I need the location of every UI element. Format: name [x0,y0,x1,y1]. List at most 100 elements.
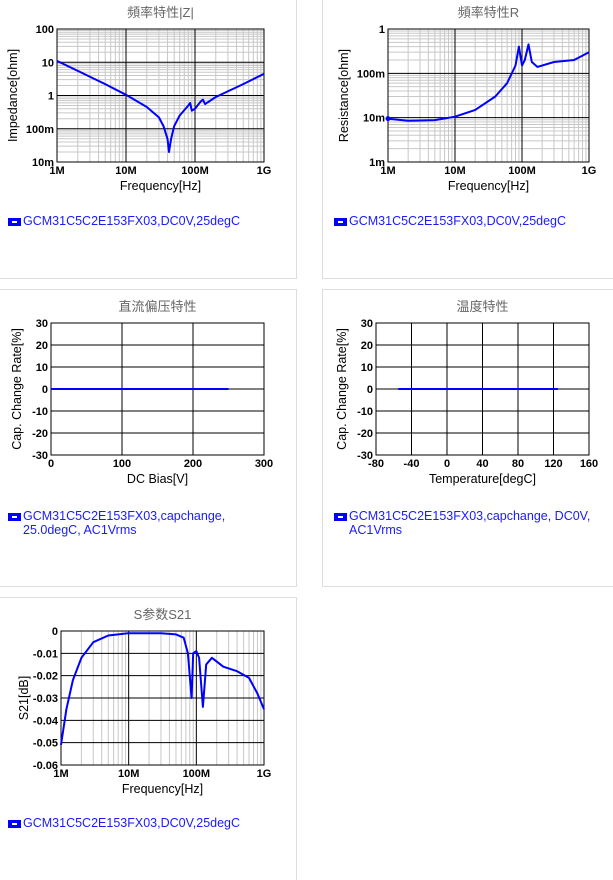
y-tick-label: -20 [32,428,48,440]
y-tick-label: -30 [32,450,48,462]
temperature-panel [322,289,613,587]
x-tick-label: 300 [255,458,273,470]
y-tick-label: -0.03 [33,693,58,705]
plot-frame [56,28,265,163]
legend-label: GCM31C5C2E153FX03,capchange, 25.0degC, A… [23,509,226,537]
legend-resistance[interactable]: GCM31C5C2E153FX03,DC0V,25degC [334,214,609,228]
x-tick-label: 10M [444,165,465,177]
x-tick-label: 0 [48,458,54,470]
y-tick-label: -0.01 [33,648,58,660]
y-axis-label: Cap. Change Rate[%] [10,328,24,450]
x-tick-label: -40 [404,458,420,470]
x-axis-label: Frequency[Hz] [448,179,529,193]
x-tick-label: 200 [184,458,202,470]
y-tick-label: -20 [357,428,373,440]
x-tick-label: -80 [368,458,384,470]
legend-label: GCM31C5C2E153FX03,DC0V,25degC [23,816,241,830]
y-tick-label: -30 [357,450,373,462]
x-tick-label: 40 [476,458,488,470]
plot-frame [387,28,590,163]
y-tick-label: -0.05 [33,738,58,750]
x-tick-label: 1G [582,165,597,177]
y-tick-label: 1 [379,24,385,36]
y-tick-label: -10 [357,406,373,418]
chart-3: -80 -40 0 40 80 120 160 30 20 10 0 -10 -20 -30 温度特性 Tem… [335,299,598,486]
legend-dc-bias[interactable]: GCM31C5C2E153FX03,capchange, 25.0degC, A… [8,509,248,537]
x-tick-label: 1G [257,165,272,177]
x-tick-label: 100M [508,165,536,177]
x-tick-label: 1M [380,165,395,177]
s21-panel [0,597,297,880]
y-axis-label: Impedance[ohm] [6,49,20,142]
x-tick-label: 1M [53,768,68,780]
legend-temperature[interactable]: GCM31C5C2E153FX03,capchange, DC0V, AC1Vr… [334,509,609,537]
y-tick-label: -0.04 [33,715,59,727]
x-tick-label: 10M [115,165,136,177]
x-tick-label: 1M [49,165,64,177]
legend-swatch-icon [8,513,21,521]
y-tick-label: 100 [36,24,54,36]
x-axis-label: Frequency[Hz] [122,782,203,796]
y-axis-label: Resistance[ohm] [337,49,351,142]
y-tick-label: 30 [36,318,48,330]
x-tick-label: 160 [580,458,598,470]
series-line [387,43,590,122]
legend-label: GCM31C5C2E153FX03,DC0V,25degC [23,214,241,228]
x-tick-label: 10M [118,768,139,780]
y-tick-label: -0.02 [33,671,58,683]
x-axis-label: Temperature[degC] [429,472,536,486]
y-tick-label: 100m [26,124,54,136]
legend-s21[interactable]: GCM31C5C2E153FX03,DC0V,25degC [8,816,288,830]
y-tick-label: 0 [42,384,48,396]
chart-0: 1M 10M 100M 1G 100 10 1 100m 10m 頻率特性|Z| Frequency… [6,5,271,193]
y-tick-label: 20 [36,340,48,352]
legend-swatch-icon [334,218,347,226]
x-axis-label: DC Bias[V] [127,472,188,486]
dc-bias-panel [0,289,297,587]
x-axis-label: Frequency[Hz] [120,179,201,193]
y-tick-label: 0 [52,626,58,638]
x-tick-label: 100M [183,768,211,780]
y-axis-label: S21[dB] [17,676,31,720]
legend-label: GCM31C5C2E153FX03,capchange, DC0V, AC1Vr… [349,509,591,537]
y-tick-label: 10 [36,362,48,374]
y-tick-label: 10m [32,157,54,169]
y-tick-label: 10m [363,113,385,125]
chart-1: 1M 10M 100M 1G 1 100m 10m 1m 頻率特性R Frequency[Hz] R… [337,5,596,193]
chart-4: 1M 10M 100M 1G 0 -0.01 -0.02 -0.03 -0.04 -0.05 -0.… [17,607,271,796]
y-tick-label: 0 [367,384,373,396]
y-tick-label: -10 [32,406,48,418]
series-line [56,59,265,153]
series-line [60,632,265,746]
plot-frame [60,630,265,766]
y-tick-label: -0.06 [33,760,58,772]
impedance-panel [0,0,297,279]
y-axis-label: Cap. Change Rate[%] [335,328,349,450]
x-tick-label: 80 [512,458,524,470]
y-tick-label: 100m [357,68,385,80]
y-tick-label: 30 [361,318,373,330]
chart-title: 頻率特性|Z| [127,5,194,20]
resistance-panel [322,0,613,279]
chart-title: 頻率特性R [458,5,519,20]
legend-swatch-icon [8,218,21,226]
y-tick-label: 1 [48,91,54,103]
x-tick-label: 100 [113,458,131,470]
chart-title: 直流偏压特性 [118,299,196,314]
legend-label: GCM31C5C2E153FX03,DC0V,25degC [349,214,567,228]
x-tick-label: 1G [257,768,272,780]
y-tick-label: 10 [361,362,373,374]
y-tick-label: 10 [42,57,54,69]
plot-frame [375,322,590,456]
y-tick-label: 20 [361,340,373,352]
legend-impedance[interactable]: GCM31C5C2E153FX03,DC0V,25degC [8,214,288,228]
y-tick-label: 1m [369,157,385,169]
chart-title: S参数S21 [134,607,192,622]
data-point [385,116,391,122]
legend-swatch-icon [8,820,21,828]
x-tick-label: 100M [181,165,209,177]
chart-title: 温度特性 [456,299,508,314]
legend-swatch-icon [334,513,347,521]
